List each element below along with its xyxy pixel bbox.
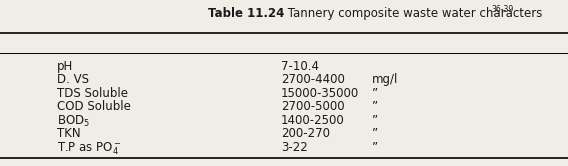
Text: 2700-5000: 2700-5000 [281,100,345,113]
Text: COD Soluble: COD Soluble [57,100,131,113]
Text: 3-22: 3-22 [281,141,308,154]
Text: 36-39: 36-39 [491,5,513,14]
Text: TDS Soluble: TDS Soluble [57,87,128,100]
Text: mg/l: mg/l [372,73,398,86]
Text: 2700-4400: 2700-4400 [281,73,345,86]
Text: pH: pH [57,60,73,73]
Text: 200-270: 200-270 [281,127,330,140]
Text: 1400-2500: 1400-2500 [281,114,345,127]
Text: TKN: TKN [57,127,81,140]
Text: 15000-35000: 15000-35000 [281,87,360,100]
Text: Tannery composite waste water characters: Tannery composite waste water characters [284,7,542,20]
Text: 7-10.4: 7-10.4 [281,60,319,73]
Text: ”: ” [372,141,378,154]
Text: T.P as PO$_4^-$: T.P as PO$_4^-$ [57,141,122,157]
Text: BOD$_5$: BOD$_5$ [57,114,90,129]
Text: ”: ” [372,127,378,140]
Text: Table 11.24: Table 11.24 [208,7,284,20]
Text: D. VS: D. VS [57,73,89,86]
Text: ”: ” [372,87,378,100]
Text: ”: ” [372,114,378,127]
Text: ”: ” [372,100,378,113]
